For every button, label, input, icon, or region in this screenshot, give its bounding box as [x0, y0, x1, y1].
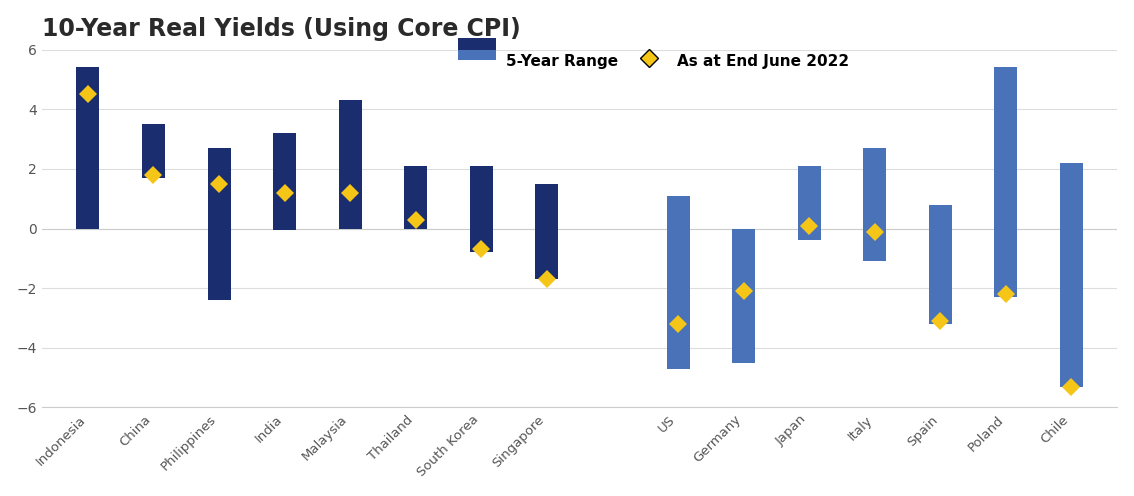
Bar [469, 166, 493, 252]
Bar [405, 166, 428, 229]
Bar [339, 100, 362, 229]
Bar [273, 133, 296, 230]
Bar [142, 124, 164, 178]
Bar [995, 67, 1017, 297]
Legend: 5-Year Range, As at End June 2022: 5-Year Range, As at End June 2022 [458, 50, 849, 71]
Text: 10-Year Real Yields (Using Core CPI): 10-Year Real Yields (Using Core CPI) [42, 17, 521, 41]
Bar [535, 184, 558, 279]
Bar [667, 196, 689, 369]
Bar [797, 166, 821, 241]
Bar [76, 67, 100, 229]
Bar [863, 148, 886, 261]
Bar [208, 148, 230, 300]
Bar [1060, 163, 1083, 386]
Bar [733, 229, 755, 363]
Bar [929, 205, 951, 324]
